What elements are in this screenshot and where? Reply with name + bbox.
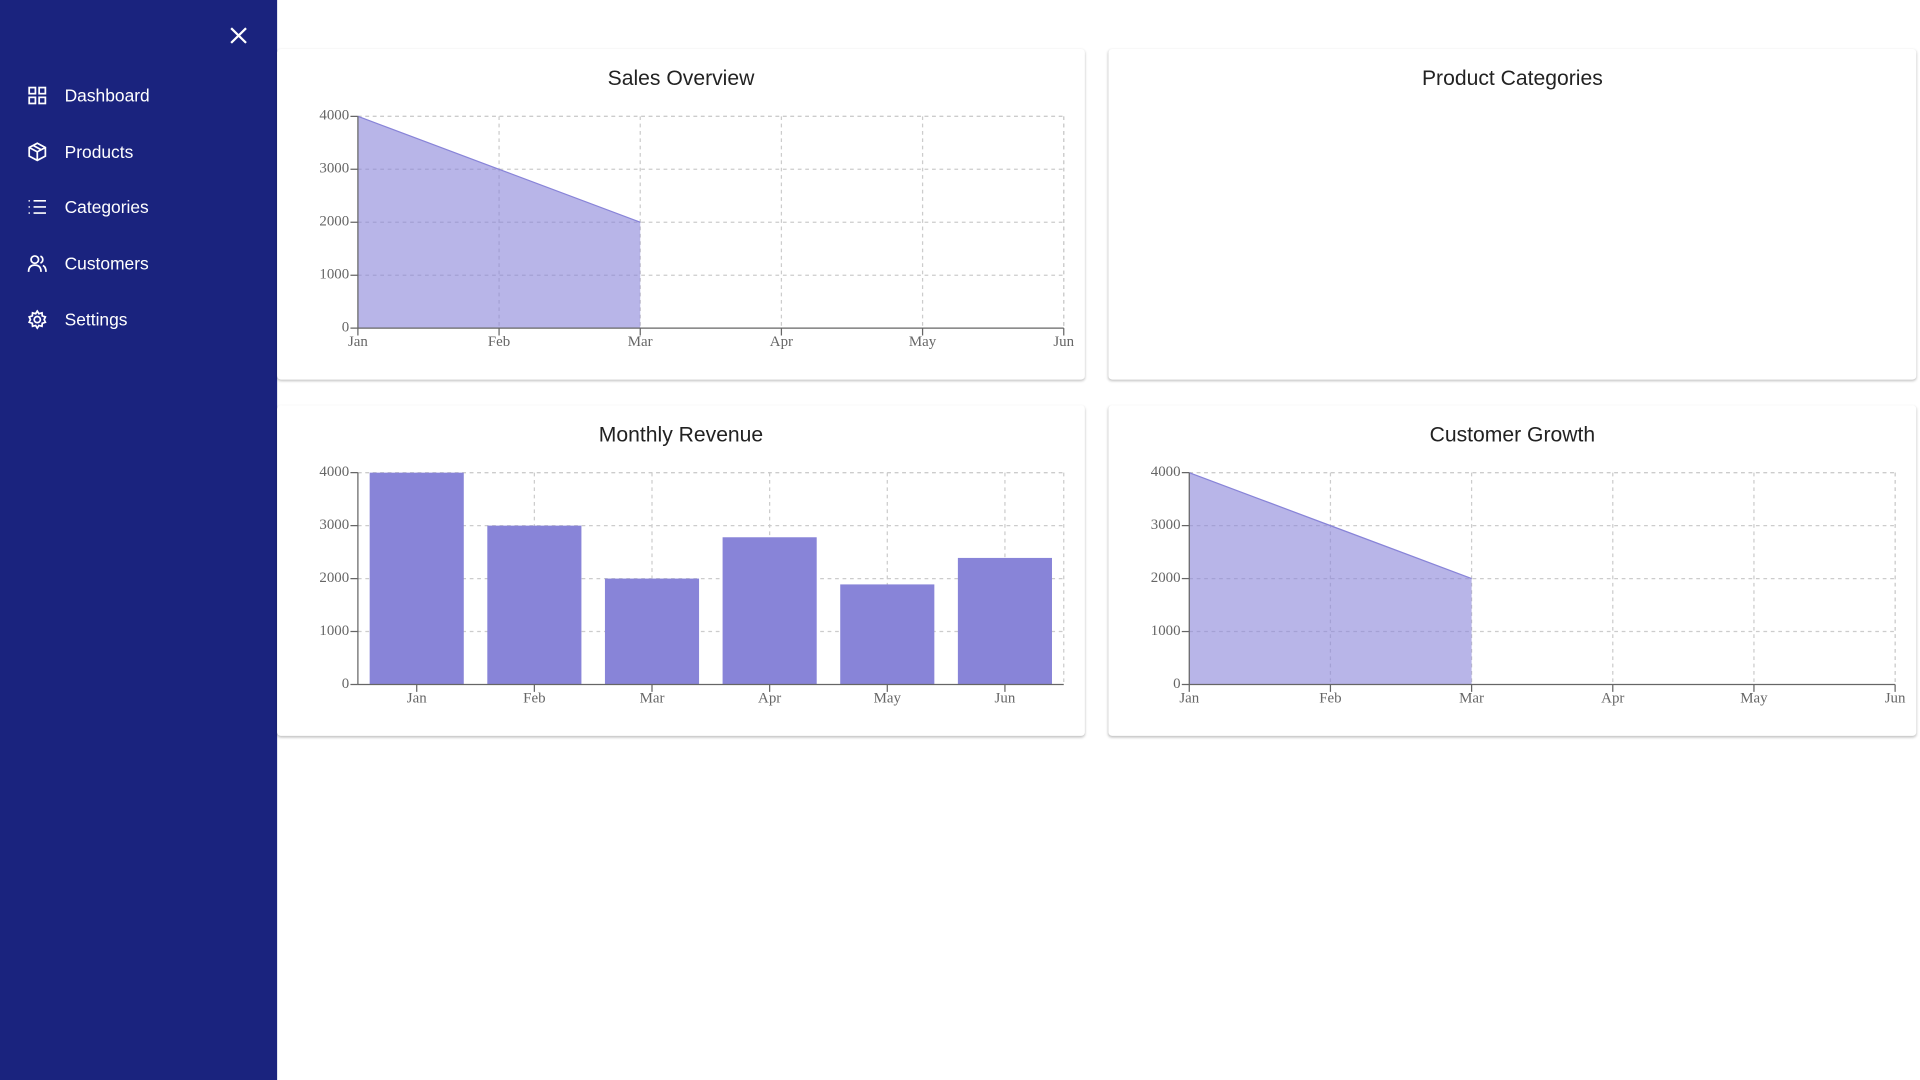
card: Product Categories (1108, 48, 1917, 380)
y-tick-label: 4000 (319, 464, 349, 480)
y-tick-label: 1000 (319, 267, 349, 283)
x-tick-label: Jan (407, 691, 427, 707)
y-tick-label: 3000 (319, 517, 349, 533)
y-tick-label: 1000 (319, 623, 349, 639)
close-button[interactable] (229, 26, 249, 46)
sidebar: Dashboard Products Categories Customers … (0, 0, 278, 1080)
nav-label: Dashboard (64, 85, 150, 106)
bar (369, 472, 464, 685)
bar (722, 537, 817, 685)
area-line (357, 115, 641, 223)
card: Sales Overview 0 1000 2000 3000 4000 Jan Feb Mar… (277, 48, 1085, 380)
x-tick-label: May (909, 334, 937, 350)
x-tick-label: Jun (995, 691, 1016, 707)
icon (28, 142, 47, 162)
nav-label: Settings (64, 309, 128, 330)
y-tick-label: 1000 (1151, 623, 1181, 639)
y-tick-label: 2000 (319, 214, 349, 230)
y-tick-label: 0 (1173, 676, 1180, 692)
y-tick-label: 2000 (319, 570, 349, 586)
x-tick-label: May (1740, 691, 1768, 707)
y-tick-label: 3000 (319, 161, 349, 177)
area (357, 116, 641, 329)
chart-title: Monthly Revenue (599, 424, 763, 447)
chart-title: Sales Overview (608, 67, 756, 90)
x-tick-label: Feb (523, 691, 545, 707)
x-tick-label: Jan (1179, 691, 1199, 707)
chart: Monthly Revenue 0 1000 2000 3000 4000 Jan Feb Ma… (319, 424, 1065, 707)
card: Monthly Revenue 0 1000 2000 3000 4000 Jan Feb Ma… (277, 405, 1085, 736)
bar (604, 578, 700, 685)
chart: Customer Growth 0 1000 2000 3000 4000 Jan Feb Ma… (1151, 424, 1906, 707)
x-tick-label: Jan (348, 334, 368, 350)
x-tick-label: Feb (488, 334, 510, 350)
nav-item[interactable]: Settings (27, 307, 127, 331)
x-tick-label: Mar (640, 691, 665, 707)
nav-item[interactable]: Products (27, 140, 133, 164)
card-title: Product Categories (1422, 67, 1603, 90)
x-tick-label: Mar (1459, 691, 1484, 707)
x-tick-label: Jun (1053, 334, 1074, 350)
area-line (1189, 472, 1472, 580)
nav-item[interactable]: Customers (27, 251, 149, 275)
chart: Sales Overview 0 1000 2000 3000 4000 Jan Feb Mar… (319, 67, 1074, 350)
nav-item[interactable]: Categories (27, 195, 149, 219)
icon (28, 199, 46, 214)
bar (487, 525, 582, 685)
nav-label: Products (64, 142, 134, 162)
y-tick-label: 0 (342, 676, 349, 692)
icon (28, 86, 47, 105)
area (1189, 472, 1472, 685)
x-tick-label: May (874, 691, 902, 707)
x-tick-label: Apr (1601, 691, 1624, 707)
y-tick-label: 4000 (319, 108, 349, 124)
nav-label: Categories (64, 197, 149, 217)
y-tick-label: 2000 (1151, 570, 1181, 586)
icon (27, 255, 47, 272)
empty-chart: Product Categories (1422, 67, 1603, 90)
nav-item[interactable]: Dashboard (27, 83, 150, 107)
y-tick-label: 0 (342, 320, 349, 336)
y-tick-label: 3000 (1151, 517, 1181, 533)
x-tick-label: Feb (1319, 691, 1341, 707)
icon (28, 309, 47, 330)
nav-label: Customers (64, 253, 149, 274)
x-tick-label: Apr (770, 334, 793, 350)
x-tick-label: Apr (758, 691, 781, 707)
card: Customer Growth 0 1000 2000 3000 4000 Jan Feb Ma… (1108, 405, 1917, 736)
bar (957, 557, 1052, 685)
chart-title: Customer Growth (1430, 424, 1596, 447)
y-tick-label: 4000 (1151, 464, 1181, 480)
bar (840, 584, 935, 685)
x-tick-label: Jun (1885, 691, 1906, 707)
x-tick-label: Mar (628, 334, 653, 350)
